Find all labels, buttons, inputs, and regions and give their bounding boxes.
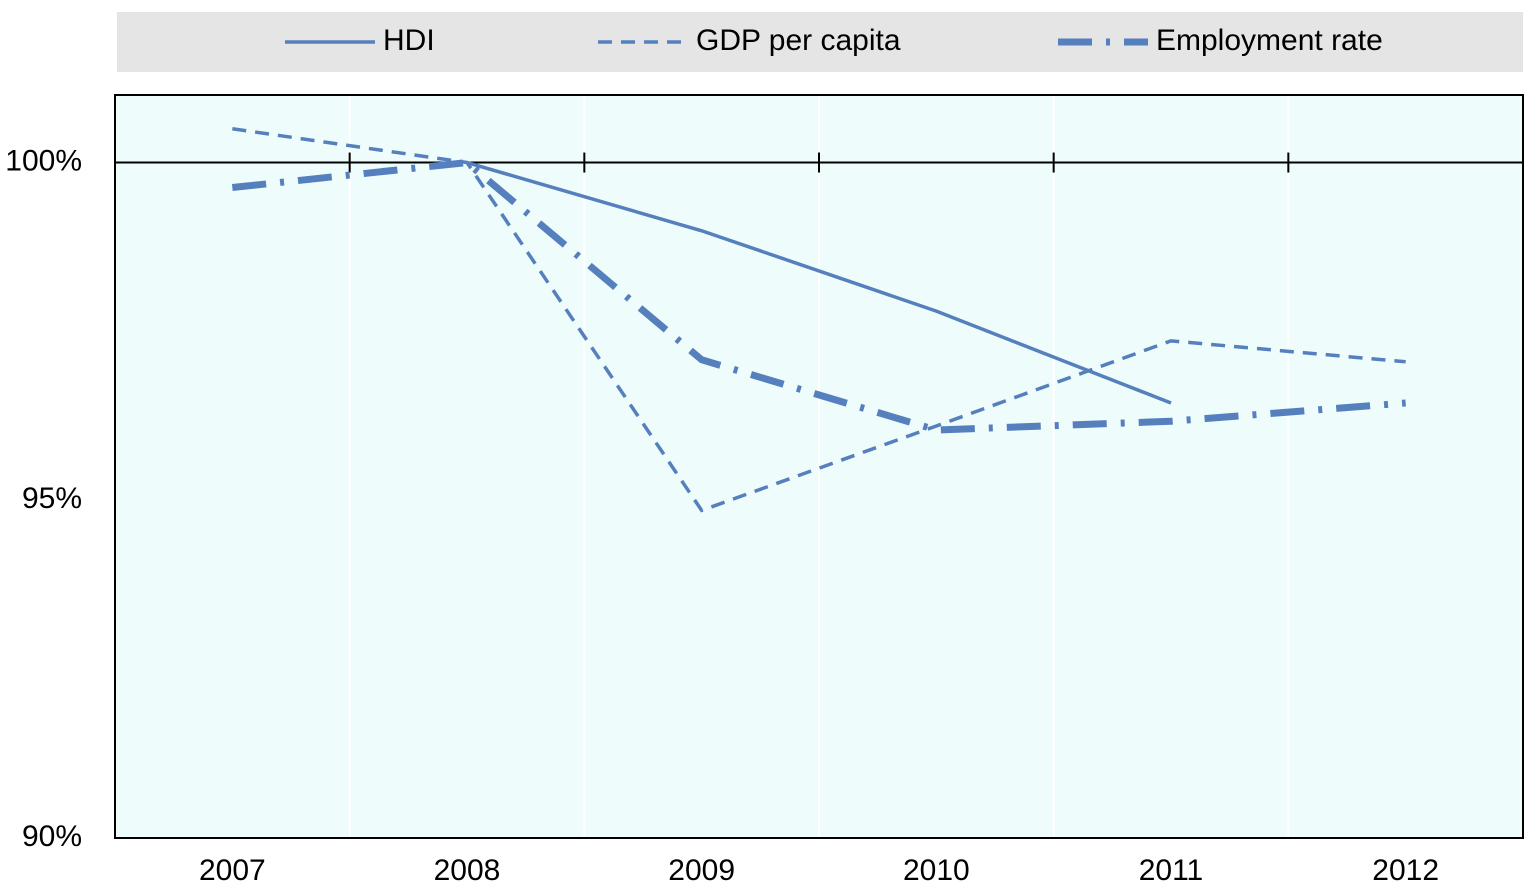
y-tick-label: 90% bbox=[22, 820, 82, 853]
y-tick-label: 100% bbox=[5, 144, 82, 177]
series-line bbox=[466, 160, 1172, 405]
x-tick-label: 2012 bbox=[1372, 854, 1439, 887]
x-tick-label: 2008 bbox=[434, 854, 501, 887]
series-line bbox=[231, 158, 1406, 434]
legend-label: HDI bbox=[383, 24, 435, 57]
series-line bbox=[232, 127, 1406, 513]
y-tick-label: 95% bbox=[22, 482, 82, 515]
legend-label: Employment rate bbox=[1156, 24, 1383, 57]
x-tick-label: 2007 bbox=[199, 854, 266, 887]
legend-label: GDP per capita bbox=[696, 24, 901, 57]
plot-frame bbox=[114, 94, 1524, 839]
x-tick-label: 2010 bbox=[903, 854, 970, 887]
x-tick-label: 2011 bbox=[1139, 854, 1204, 887]
x-tick-label: 2009 bbox=[668, 854, 735, 887]
